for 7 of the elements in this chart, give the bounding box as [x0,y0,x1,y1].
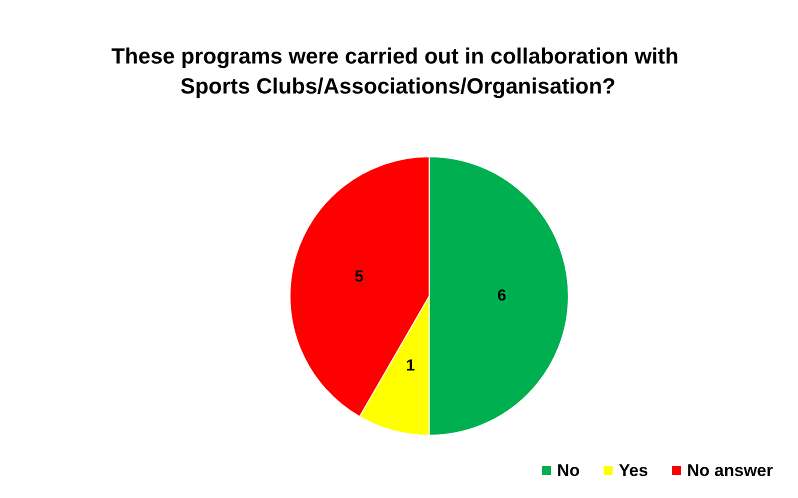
legend-label: No answer [687,461,774,480]
chart-title: These programs were carried out in collaboration with Sports Clubs/Associations/Organisation? [111,44,685,98]
legend-label: Yes [618,461,648,480]
data-label: 5 [354,268,364,286]
legend-label: No [557,461,580,480]
data-label: 6 [497,288,506,304]
data-label: 1 [406,358,415,375]
